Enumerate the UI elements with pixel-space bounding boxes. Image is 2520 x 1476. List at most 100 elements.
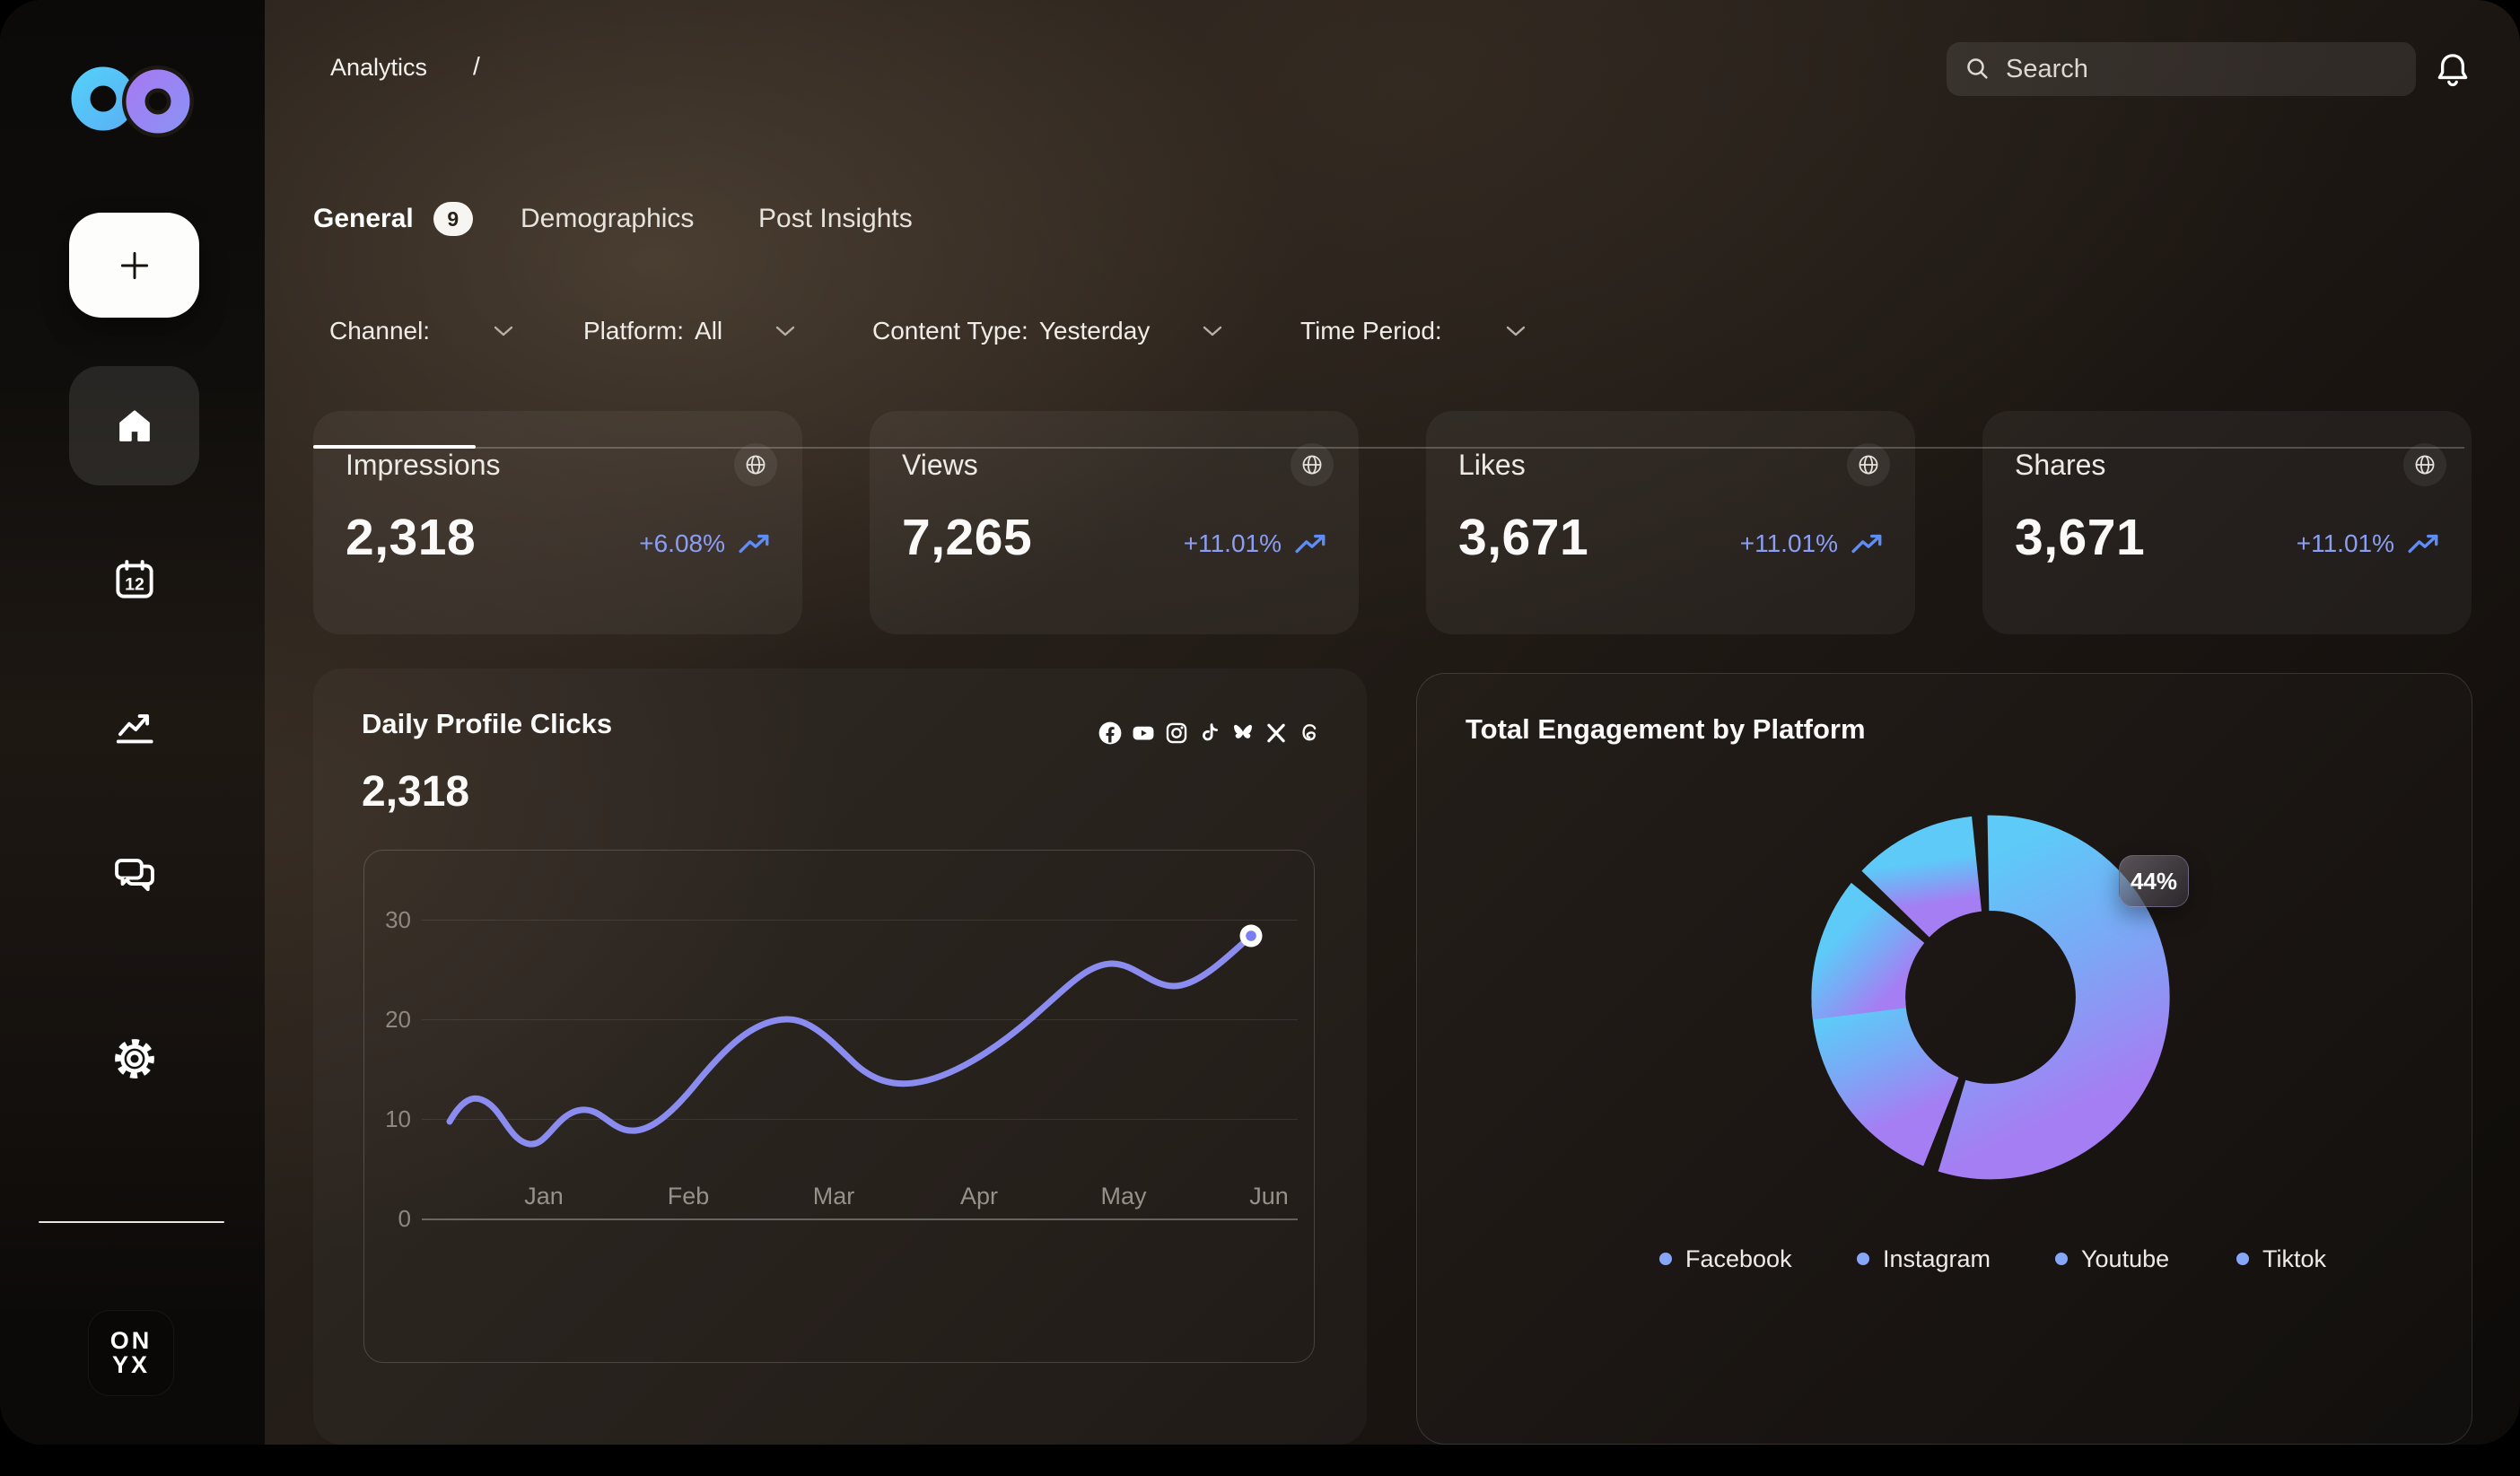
analytics-icon — [116, 714, 153, 744]
stat-card: Impressions 2,318 +6.08% — [313, 411, 802, 634]
stat-label: Shares — [2015, 449, 2106, 481]
legend-item: Facebook — [1659, 1239, 1792, 1279]
donut-segment-facebook — [1938, 815, 2170, 1180]
stat-change: +11.01% — [1184, 529, 1328, 558]
daily-clicks-total: 2,318 — [362, 768, 470, 816]
legend-dot — [1659, 1253, 1672, 1265]
globe-icon — [2403, 443, 2446, 486]
home-icon — [118, 409, 150, 441]
tab-demographics[interactable]: Demographics — [521, 204, 695, 233]
stat-card: Views 7,265 +11.01% — [870, 411, 1359, 634]
search-input[interactable] — [2006, 54, 2398, 84]
onyx-brand-logo[interactable]: ON YX — [88, 1310, 174, 1396]
daily-clicks-title: Daily Profile Clicks — [362, 708, 613, 739]
engagement-title: Total Engagement by Platform — [1466, 713, 1866, 745]
y-axis-tick: 20 — [385, 1006, 411, 1033]
brand-line2: YX — [111, 1351, 151, 1378]
filter-label: Channel: — [329, 317, 431, 345]
filter-label: Platform: — [583, 317, 685, 345]
chevron-down-icon — [775, 326, 795, 336]
new-post-button[interactable] — [69, 213, 199, 318]
filter-label: Content Type: — [872, 317, 1028, 345]
bluesky-icon[interactable] — [1230, 721, 1256, 746]
sidebar-item-messages[interactable] — [109, 851, 160, 901]
x-axis-tick: Jan — [524, 1183, 564, 1210]
x-axis-tick: Mar — [812, 1183, 855, 1210]
clicks-line-series — [446, 924, 1263, 1148]
legend-item: Youtube — [2055, 1239, 2169, 1279]
filter-label: Time Period: — [1300, 317, 1442, 345]
chevron-down-icon — [1203, 326, 1222, 336]
legend-label: Tiktok — [2262, 1245, 2327, 1272]
x-axis-tick: Apr — [959, 1183, 999, 1210]
breadcrumb[interactable]: Analytics — [330, 54, 428, 81]
stat-value: 2,318 — [346, 509, 477, 566]
stat-change-pct: +11.01% — [2296, 529, 2394, 557]
brand-line1: ON — [109, 1327, 153, 1354]
stat-change: +11.01% — [1740, 529, 1885, 558]
stat-cards: Impressions 2,318 +6.08% — [313, 411, 2472, 634]
tiktok-icon[interactable] — [1197, 721, 1222, 746]
youtube-icon[interactable] — [1131, 721, 1156, 746]
filter-bar: Channel: Platform: All Content Type: Yes… — [265, 311, 2520, 351]
gridline — [422, 1019, 1298, 1020]
main-content: Analytics / General 9 Demographics — [265, 0, 2520, 1445]
x-axis-tick: Feb — [667, 1183, 710, 1210]
stat-value: 3,671 — [2015, 509, 2146, 566]
tab-general-badge: 9 — [433, 202, 473, 236]
app-window: 12 — [0, 0, 2520, 1445]
breadcrumb-separator: / — [473, 52, 480, 80]
facebook-icon[interactable] — [1098, 721, 1123, 746]
platform-icons — [1098, 721, 1322, 746]
instagram-icon[interactable] — [1164, 721, 1189, 746]
threads-icon[interactable] — [1297, 721, 1322, 746]
stat-change-pct: +11.01% — [1739, 529, 1838, 557]
filter-dropdown[interactable]: Content Type: Yesterday — [872, 311, 1223, 351]
tab-post-insights[interactable]: Post Insights — [758, 204, 913, 233]
stat-value: 7,265 — [902, 509, 1033, 566]
settings-icon — [115, 1039, 154, 1079]
sidebar: 12 — [0, 0, 265, 1445]
legend-label: Youtube — [2081, 1245, 2170, 1272]
bell-icon[interactable] — [2433, 48, 2472, 92]
messages-icon — [115, 859, 154, 892]
stat-change-pct: +11.01% — [1183, 529, 1282, 557]
stat-change: +11.01% — [2297, 529, 2441, 558]
sidebar-item-analytics[interactable] — [109, 702, 160, 752]
donut-segment-tiktok — [1861, 816, 1983, 939]
stat-card: Likes 3,671 +11.01% — [1426, 411, 1915, 634]
sidebar-item-home[interactable] — [69, 366, 199, 485]
stat-label: Likes — [1458, 449, 1526, 481]
search-icon — [1967, 58, 1988, 79]
sidebar-item-calendar[interactable]: 12 — [109, 555, 160, 605]
y-axis-tick: 10 — [385, 1105, 411, 1132]
stat-label: Views — [902, 449, 978, 481]
donut-legend: Facebook Instagram Youtube Tiktok — [1417, 1239, 2473, 1279]
calendar-icon: 12 — [116, 560, 153, 598]
filter-dropdown[interactable]: Platform: All — [583, 311, 796, 351]
filter-dropdown[interactable]: Time Period: — [1300, 311, 1527, 351]
globe-icon — [1291, 443, 1334, 486]
tab-bar: General 9 Demographics Post Insights — [265, 199, 2520, 449]
legend-label: Instagram — [1883, 1245, 1991, 1272]
x-axis-line — [422, 1218, 1298, 1220]
sidebar-divider — [39, 1221, 224, 1223]
filter-value: All — [695, 317, 723, 345]
daily-profile-clicks-card: Daily Profile Clicks 2,318 — [313, 668, 1367, 1445]
y-axis-tick: 0 — [398, 1205, 411, 1232]
trend-up-icon — [1851, 534, 1882, 554]
tab-general-label: General — [313, 204, 414, 233]
tab-general[interactable]: General 9 — [313, 199, 473, 239]
legend-dot — [2055, 1253, 2068, 1265]
gridline — [422, 1119, 1298, 1120]
chevron-down-icon — [494, 326, 513, 336]
infinity-logo[interactable] — [66, 59, 198, 138]
chevron-down-icon — [1506, 326, 1525, 336]
filter-dropdown[interactable]: Channel: — [329, 311, 514, 351]
sidebar-item-settings[interactable] — [109, 1034, 160, 1084]
globe-icon — [1847, 443, 1890, 486]
search-bar[interactable] — [1947, 42, 2416, 96]
legend-dot — [1857, 1253, 1869, 1265]
legend-label: Facebook — [1685, 1245, 1792, 1272]
x-icon[interactable] — [1264, 721, 1289, 746]
